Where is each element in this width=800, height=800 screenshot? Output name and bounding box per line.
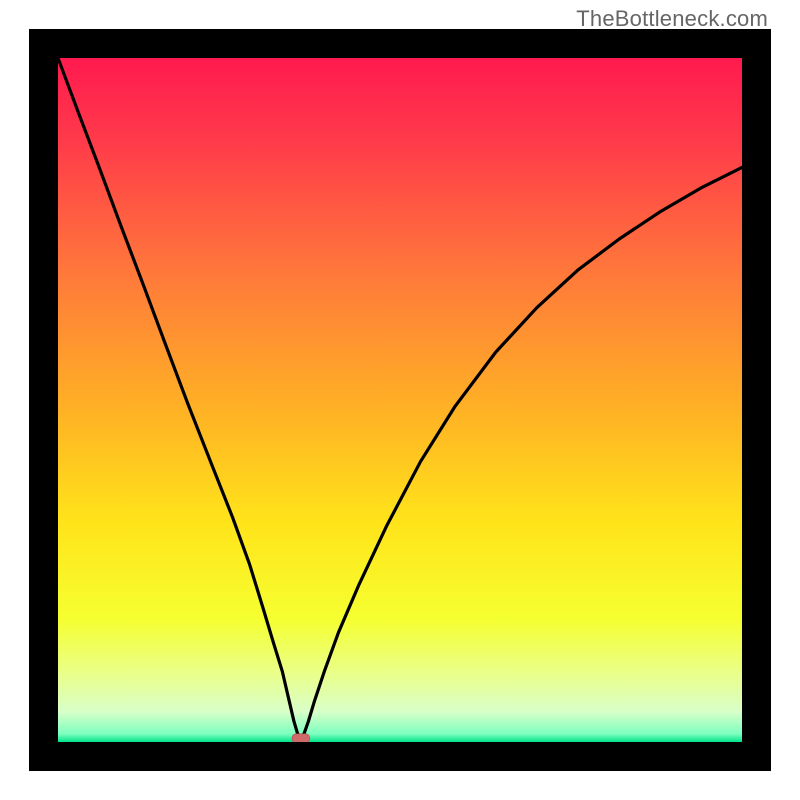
chart-svg [0,0,800,800]
watermark-text: TheBottleneck.com [576,6,768,32]
optimum-marker [292,734,310,743]
bottleneck-chart: TheBottleneck.com [0,0,800,800]
plot-background [58,58,742,742]
